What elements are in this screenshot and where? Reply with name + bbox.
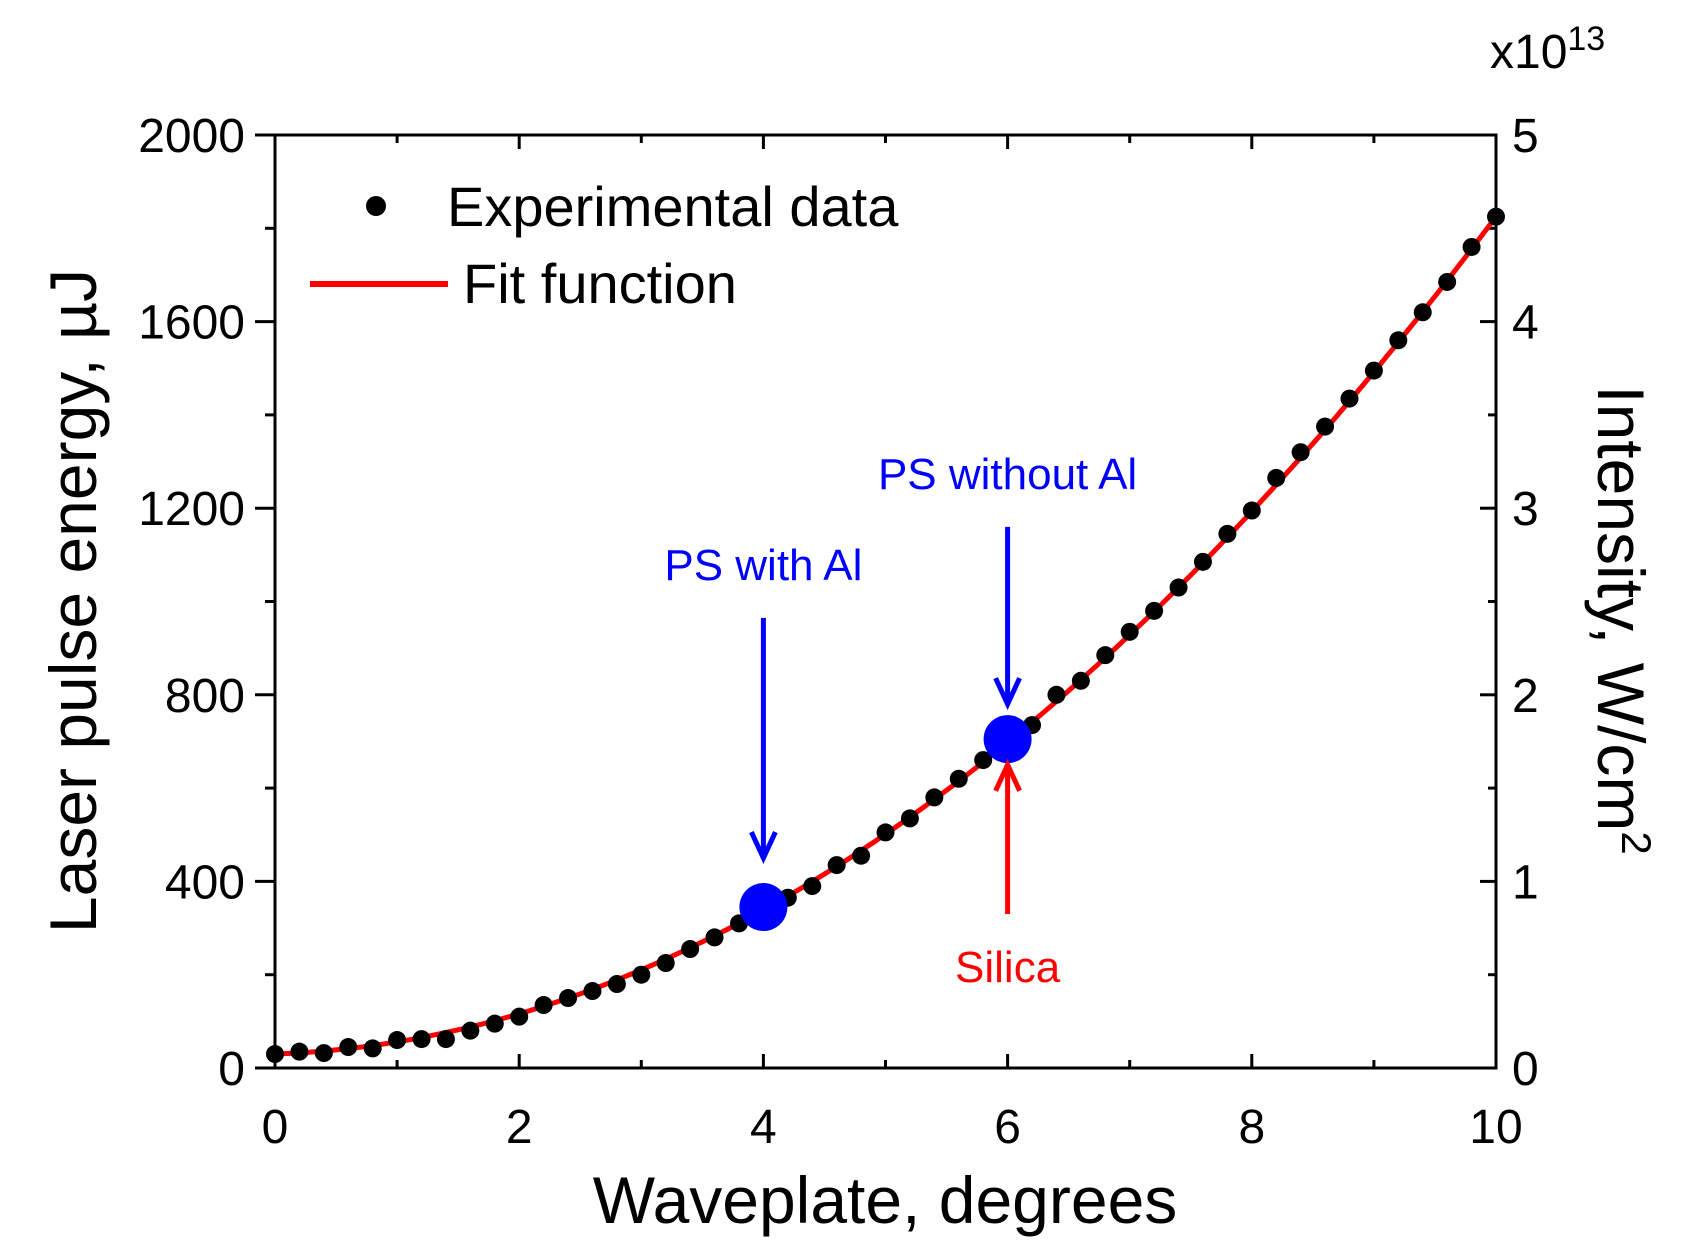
- data-point: [412, 1030, 431, 1049]
- x-tick-label: 6: [994, 1101, 1021, 1154]
- data-point: [510, 1007, 529, 1026]
- y2-axis-title: Intensity, W/cm2: [1584, 385, 1660, 855]
- data-point: [534, 996, 553, 1015]
- data-point: [1316, 417, 1335, 436]
- data-point: [1389, 331, 1408, 350]
- y2-tick-labels: 0 1 2 3 4 5: [1512, 110, 1539, 1096]
- annotation-arrow-head: [749, 831, 778, 865]
- legend: Experimental data Fit function: [310, 175, 899, 315]
- data-point: [461, 1021, 480, 1040]
- highlighted-points: [739, 715, 1032, 932]
- data-point: [1291, 443, 1310, 462]
- data-point: [1071, 671, 1090, 690]
- x-tick-label: 2: [506, 1101, 533, 1154]
- data-point: [388, 1031, 407, 1050]
- fit-function-line: [275, 215, 1496, 1057]
- data-point: [900, 809, 919, 828]
- x-tick-labels: 0 2 4 6 8 10: [262, 1101, 1523, 1154]
- x-tick-label: 4: [750, 1101, 777, 1154]
- highlighted-point: [739, 883, 788, 932]
- data-point: [632, 965, 651, 984]
- y-tick-labels: 0 400 800 1200 1600 2000: [138, 110, 245, 1096]
- axis-ticks: [255, 133, 1498, 1070]
- data-point: [1438, 272, 1457, 291]
- data-point: [876, 823, 895, 842]
- data-point: [1242, 501, 1261, 520]
- data-point: [363, 1039, 382, 1058]
- x-axis-title: Waveplate, degrees: [593, 1163, 1178, 1237]
- annotation: Silica: [955, 758, 1061, 992]
- data-point: [925, 788, 944, 807]
- data-point: [1145, 601, 1164, 620]
- data-point: [314, 1044, 333, 1063]
- x-tick-label: 8: [1238, 1101, 1265, 1154]
- x-tick-label: 0: [262, 1101, 289, 1154]
- y2-multiplier: x1013: [1490, 20, 1605, 79]
- data-point: [559, 989, 578, 1008]
- y2-tick-label: 1: [1512, 856, 1539, 909]
- y-tick-label: 0: [218, 1043, 245, 1096]
- experimental-data-points: [266, 207, 1505, 1064]
- data-point: [1364, 361, 1383, 380]
- data-point: [1267, 468, 1286, 487]
- annotation: PS with Al: [664, 541, 862, 865]
- data-point: [1413, 303, 1432, 322]
- annotation: PS without Al: [878, 450, 1137, 711]
- data-point: [1462, 237, 1481, 256]
- data-point: [485, 1014, 504, 1033]
- data-point: [1340, 389, 1359, 408]
- annotation-label: PS without Al: [878, 450, 1137, 499]
- y2-tick-label: 4: [1512, 297, 1539, 350]
- y-tick-label: 800: [165, 670, 245, 723]
- y-tick-label: 2000: [138, 110, 245, 163]
- data-point: [1193, 552, 1212, 571]
- plot-frame: [273, 133, 1498, 1070]
- data-point: [852, 846, 871, 865]
- data-point: [607, 975, 626, 994]
- legend-label-experimental: Experimental data: [447, 175, 899, 238]
- annotation-label: PS with Al: [664, 541, 862, 590]
- data-point: [436, 1030, 455, 1049]
- y2-tick-label: 3: [1512, 483, 1539, 536]
- y2-tick-label: 5: [1512, 110, 1539, 163]
- data-point: [1096, 646, 1115, 665]
- y-tick-label: 1200: [138, 483, 245, 536]
- data-point: [1218, 524, 1237, 543]
- highlighted-point: [983, 715, 1032, 764]
- data-point: [339, 1038, 358, 1057]
- annotation-label: Silica: [955, 943, 1061, 992]
- annotation-arrow-head: [993, 677, 1022, 711]
- y2-tick-label: 0: [1512, 1043, 1539, 1096]
- data-point: [705, 928, 724, 947]
- data-point: [803, 877, 822, 896]
- legend-label-fit: Fit function: [463, 252, 737, 315]
- data-point: [974, 751, 993, 770]
- data-point: [656, 954, 675, 973]
- y-tick-label: 1600: [138, 297, 245, 350]
- data-point: [1169, 578, 1188, 597]
- data-point: [949, 769, 968, 788]
- y2-tick-label: 2: [1512, 670, 1539, 723]
- data-point: [1047, 685, 1066, 704]
- y-tick-label: 400: [165, 856, 245, 909]
- data-point: [827, 856, 846, 875]
- legend-marker-experimental: [366, 196, 386, 216]
- data-point: [1120, 622, 1139, 641]
- y-axis-title: Laser pulse energy, µJ: [36, 269, 110, 933]
- annotation-arrow-head: [993, 758, 1022, 792]
- data-point: [290, 1042, 309, 1061]
- data-point: [681, 940, 700, 959]
- annotations: PS with Al PS without Al Silica: [664, 450, 1137, 992]
- x-tick-label: 10: [1469, 1101, 1522, 1154]
- data-point: [583, 982, 602, 1001]
